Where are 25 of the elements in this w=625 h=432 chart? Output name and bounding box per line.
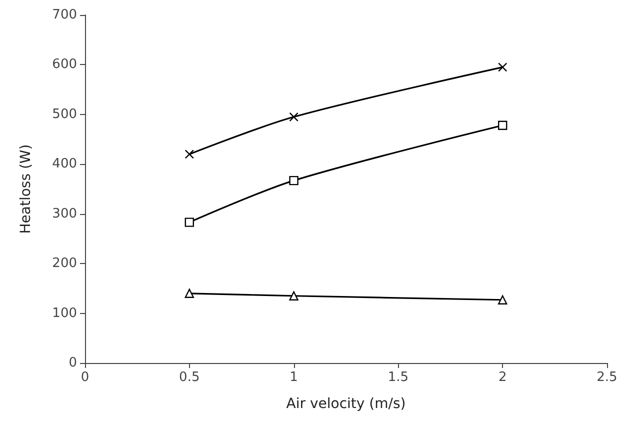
x-axis-title: Air velocity (m/s) bbox=[286, 396, 406, 412]
point bbox=[289, 112, 298, 122]
y-tick-label: 200 bbox=[52, 256, 77, 272]
point bbox=[184, 150, 194, 159]
point bbox=[289, 176, 298, 186]
y-tick-label: 100 bbox=[52, 306, 77, 321]
point bbox=[498, 295, 508, 304]
y-tick-label: 300 bbox=[52, 206, 77, 222]
y-tick-label: 0 bbox=[68, 356, 77, 370]
x-tick-label: 2 bbox=[498, 370, 507, 385]
y-tick-label: 600 bbox=[52, 57, 77, 72]
y-tick-label: 400 bbox=[52, 156, 77, 172]
point bbox=[498, 120, 508, 130]
point bbox=[289, 291, 298, 300]
y-tick-label: 500 bbox=[52, 106, 77, 122]
y-axis-title: Heatloss (W) bbox=[18, 144, 34, 234]
x-tick-label: 0 bbox=[80, 370, 90, 385]
point bbox=[184, 218, 194, 227]
point bbox=[184, 288, 194, 298]
y-tick-label: 700 bbox=[52, 8, 77, 22]
x-tick-label: 1.5 bbox=[388, 370, 409, 385]
point bbox=[498, 62, 508, 72]
x-tick-label: 0.5 bbox=[179, 370, 200, 385]
x-tick-label: 1 bbox=[290, 370, 298, 385]
x-tick-label: 2.5 bbox=[596, 370, 618, 385]
